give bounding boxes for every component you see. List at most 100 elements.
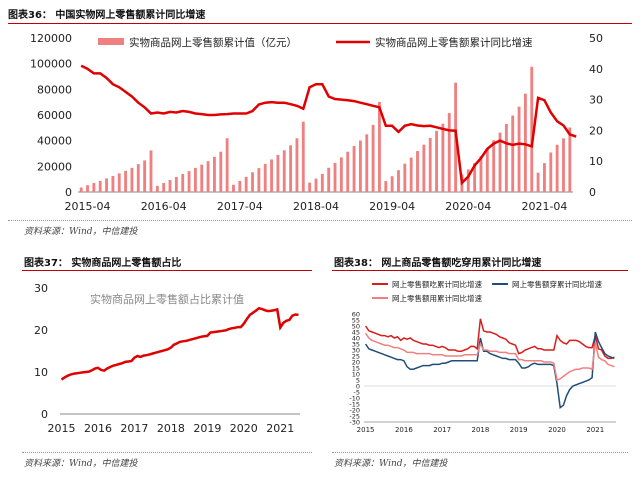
bar xyxy=(549,152,553,192)
series-line-0 xyxy=(364,318,615,360)
bar xyxy=(225,138,229,192)
y-tick-label: 25 xyxy=(352,353,360,361)
y-right-tick-label: 20 xyxy=(589,124,603,137)
x-tick-label: 2017-04 xyxy=(217,200,263,213)
x-tick-label: 2015 xyxy=(357,426,375,434)
x-tick-label: 2021-04 xyxy=(521,200,567,213)
y-left-tick-label: 0 xyxy=(65,186,72,199)
y-tick-label: 50 xyxy=(352,323,360,331)
y-left-tick-label: 20000 xyxy=(37,160,72,173)
legend-label-0: 网上零售额吃累计同比增速 xyxy=(392,279,482,289)
bar xyxy=(479,156,483,192)
fig38-title-rule xyxy=(332,270,628,271)
bar xyxy=(130,167,134,192)
y-tick-label: -25 xyxy=(349,413,360,421)
y-tick-label: 45 xyxy=(352,329,360,337)
x-tick-label: 2015 xyxy=(48,422,76,435)
bar xyxy=(276,154,280,192)
y-tick-label: 55 xyxy=(352,317,360,325)
y-tick-label: 35 xyxy=(352,341,360,349)
x-tick-label: 2020 xyxy=(548,426,566,434)
bar xyxy=(384,181,388,192)
fig36-source-rule xyxy=(8,220,632,221)
x-tick-label: 2019 xyxy=(510,426,528,434)
fig37-chart: 0 10 20 30 2015 2016 2017 2018 2019 2020 2021 实物商品网… xyxy=(34,282,300,435)
bar xyxy=(511,115,515,192)
legend-label-2: 网上零售额用累计同比增速 xyxy=(392,293,482,303)
bar xyxy=(206,161,210,192)
y-tick-label: 40 xyxy=(352,335,360,343)
bar xyxy=(308,182,312,192)
bar xyxy=(365,134,369,192)
x-tick-label: 2021 xyxy=(586,426,604,434)
series-line-1 xyxy=(364,331,615,409)
y-right-tick-label: 10 xyxy=(589,155,603,168)
bar xyxy=(79,187,83,192)
x-tick-label: 2016-04 xyxy=(141,200,187,213)
y-left-tick-label: 40000 xyxy=(37,135,72,148)
bar xyxy=(435,130,438,192)
fig37-source-rule xyxy=(22,452,312,453)
bar xyxy=(174,176,178,192)
bar xyxy=(517,106,521,192)
bar xyxy=(409,157,413,192)
bar xyxy=(390,176,394,192)
y-tick-label: 20 xyxy=(34,324,48,337)
bar xyxy=(105,178,108,192)
y-tick-label: -5 xyxy=(354,389,360,397)
x-tick-label: 2019 xyxy=(193,422,221,435)
bar xyxy=(333,162,337,192)
fig38-source-rule xyxy=(332,452,628,453)
bar xyxy=(320,173,324,192)
y-left-tick-label: 120000 xyxy=(30,32,72,45)
bar xyxy=(181,174,185,192)
legend-swatch-bars xyxy=(98,38,124,45)
bar xyxy=(92,183,96,192)
bar xyxy=(473,163,477,192)
bar xyxy=(378,101,381,192)
share-line xyxy=(60,306,299,381)
y-tick-label: 20 xyxy=(352,359,360,367)
bar xyxy=(447,113,451,192)
y-tick-label: 0 xyxy=(41,408,48,421)
bar xyxy=(498,132,502,192)
bar xyxy=(352,146,356,192)
y-tick-label: -20 xyxy=(349,407,360,415)
bar xyxy=(282,150,286,192)
fig37-source: 资料来源：Wind，中信建投 xyxy=(24,459,138,469)
bar xyxy=(149,150,153,192)
bar xyxy=(485,148,489,192)
bar xyxy=(117,173,121,192)
bar xyxy=(314,178,318,192)
y-right-tick-label: 50 xyxy=(589,32,603,45)
x-tick-label: 2020-04 xyxy=(445,200,491,213)
bar xyxy=(193,167,197,192)
fig37-title-rule xyxy=(22,270,312,271)
bar xyxy=(397,170,400,192)
bar xyxy=(111,175,115,192)
x-tick-label: 2018-04 xyxy=(293,200,339,213)
bar xyxy=(371,124,375,192)
x-tick-label: 2019-04 xyxy=(369,200,415,213)
y-tick-label: 0 xyxy=(356,383,360,391)
fig38-chart: -30-25-20-15-10-505101520253035404550556… xyxy=(349,279,616,434)
bar xyxy=(422,144,426,192)
y-tick-label: 15 xyxy=(352,365,360,373)
bar xyxy=(200,164,204,192)
bar xyxy=(327,167,331,192)
y-left-tick-label: 100000 xyxy=(30,58,72,71)
bar xyxy=(251,172,254,192)
bar xyxy=(358,140,362,192)
fig37-title: 图表37： 实物商品网上零售额占比 xyxy=(24,258,182,269)
bar xyxy=(98,180,102,192)
bar xyxy=(346,151,350,192)
y-tick-label: 30 xyxy=(352,347,360,355)
y-right-tick-label: 30 xyxy=(589,94,603,107)
bar xyxy=(263,163,267,192)
bar xyxy=(466,169,470,192)
bar xyxy=(492,140,496,192)
bar xyxy=(301,121,305,192)
bar xyxy=(162,183,166,192)
y-tick-label: 30 xyxy=(34,282,48,295)
bar xyxy=(536,172,540,192)
